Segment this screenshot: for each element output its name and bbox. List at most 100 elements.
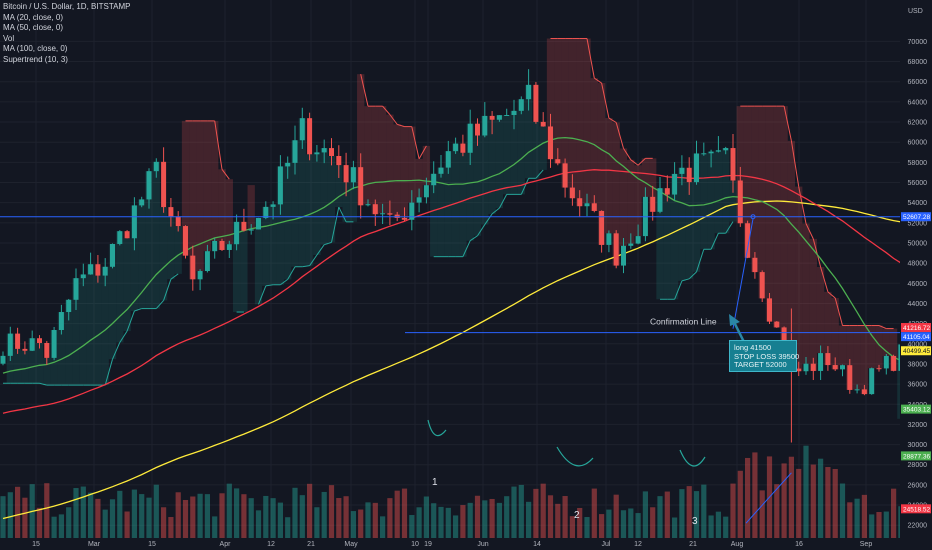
candle: [701, 142, 707, 156]
candle: [840, 364, 845, 377]
supertrend-fill: [868, 325, 876, 369]
candle-body: [657, 188, 663, 212]
volume-bar: [299, 495, 305, 538]
volume-bar: [175, 492, 181, 538]
candle-body: [256, 217, 261, 230]
candle-body: [248, 229, 254, 231]
supertrend-line: [382, 105, 391, 115]
candle: [555, 148, 561, 166]
supertrend-line: [331, 206, 340, 243]
price-tick-label: 54000: [908, 200, 928, 207]
price-tag: 24518.52: [901, 504, 931, 514]
volume-bar: [708, 515, 714, 538]
wave-label: 1: [432, 477, 438, 488]
candle-body: [825, 353, 831, 366]
volume-bar: [190, 496, 196, 538]
supertrend-line: [221, 169, 230, 180]
supertrend-line: [674, 280, 683, 300]
candle: [329, 138, 334, 166]
supertrend-legend[interactable]: Supertrend (10, 3): [3, 54, 68, 64]
supertrend-fill: [116, 231, 124, 343]
trade-plan-callout[interactable]: long 41500 STOP LOSS 39500 TARGET 52000: [729, 340, 799, 372]
volume-bar: [292, 487, 298, 538]
supertrend-line: [798, 186, 807, 224]
time-axis-bg: [0, 538, 932, 550]
supertrend-fill: [722, 148, 730, 234]
candle: [204, 244, 210, 273]
candle: [723, 146, 729, 155]
volume-bar: [672, 517, 678, 538]
price-tag-bg: [901, 504, 931, 514]
candle: [256, 217, 261, 230]
volume-bar: [438, 506, 444, 538]
supertrend-fill: [203, 120, 212, 252]
time-tick-label: May: [344, 541, 358, 548]
price-tick-label: 50000: [908, 240, 928, 247]
ma100-legend[interactable]: MA (100, close, 0): [3, 44, 68, 53]
candle: [336, 145, 342, 178]
supertrend-line: [411, 126, 420, 159]
candle-body: [650, 196, 656, 212]
candle-body: [504, 115, 510, 117]
candle-body: [307, 118, 313, 155]
candle-body: [197, 271, 203, 280]
volume-bar: [518, 484, 524, 538]
volume-bar: [715, 511, 721, 538]
confirmation-label: Confirmation Line: [650, 317, 717, 327]
candle-body: [51, 330, 57, 358]
candle: [88, 252, 94, 275]
time-tick-label: 21: [307, 541, 315, 548]
candle: [613, 230, 619, 269]
volume-bar: [321, 491, 327, 538]
volume-bar: [591, 488, 597, 538]
time-tick-label: 15: [148, 541, 156, 548]
volume-bar: [723, 516, 729, 538]
candle-body: [241, 221, 247, 231]
supertrend-fill: [145, 171, 153, 309]
price-tag-bg: [901, 323, 931, 333]
supertrend-fill: [627, 159, 635, 244]
supertrend-fill: [422, 145, 431, 186]
supertrend-fill: [240, 230, 248, 313]
time-tick-label: Sep: [860, 541, 873, 548]
candle-body: [635, 236, 641, 244]
symbol-title[interactable]: Bitcoin / U.S. Dollar, 1D, BITSTAMP: [3, 2, 131, 11]
supertrend-line: [601, 82, 610, 119]
time-tick-label: Jun: [477, 541, 488, 548]
volume-bar: [431, 503, 437, 538]
supertrend-line: [725, 221, 734, 234]
volume-bar: [15, 486, 21, 538]
volume-bar: [131, 489, 137, 538]
volume-bar: [825, 467, 831, 538]
candle: [226, 240, 232, 259]
time-tick-label: 15: [32, 541, 40, 548]
ma20-legend[interactable]: MA (20, close, 0): [3, 12, 64, 22]
supertrend-line: [155, 300, 164, 309]
chart-legend: Bitcoin / U.S. Dollar, 1D, BITSTAMP MA (…: [3, 2, 130, 65]
supertrend-line: [812, 238, 822, 268]
candle-body: [526, 84, 532, 100]
candle: [869, 367, 875, 395]
candle: [548, 113, 553, 168]
supertrend-line: [491, 207, 500, 215]
candle-body: [350, 167, 356, 183]
candle-body: [58, 312, 64, 331]
volume-bar: [891, 488, 897, 538]
supertrend-fill: [736, 106, 744, 224]
volume-bar: [80, 486, 86, 538]
volume-bar: [555, 503, 561, 538]
volume-bar: [277, 502, 283, 538]
candle-body: [796, 368, 802, 372]
target-point: [750, 214, 756, 220]
candle-body: [80, 274, 86, 279]
supertrend-fill: [605, 118, 613, 234]
ma50-legend[interactable]: MA (50, close, 0): [3, 23, 64, 32]
vol-legend[interactable]: Vol: [3, 33, 15, 43]
volume-bar: [226, 483, 232, 538]
volume-bar: [372, 502, 378, 538]
price-tick-label: 40000: [908, 341, 928, 348]
candle: [7, 326, 13, 361]
candle: [80, 263, 86, 287]
candle-body: [869, 368, 875, 395]
